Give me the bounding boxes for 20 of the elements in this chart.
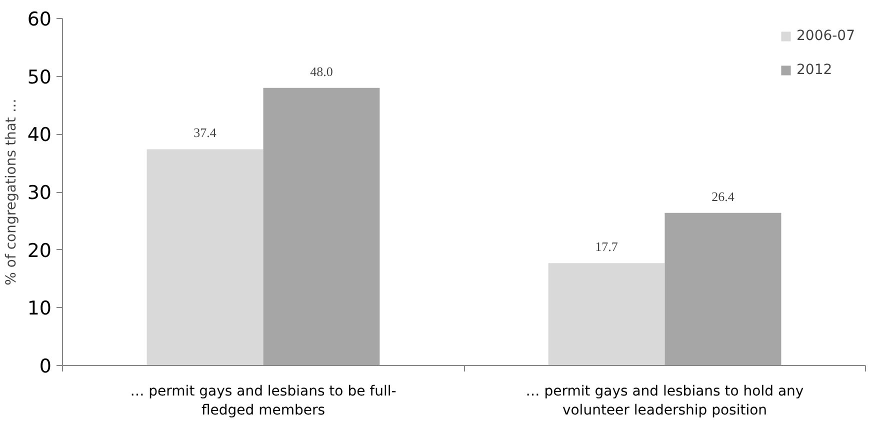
bar (146, 149, 264, 366)
y-tick-label: 0 (39, 356, 52, 378)
bar (664, 212, 782, 366)
legend-label: 2006-07 (796, 28, 855, 44)
y-tick-label: 40 (27, 124, 52, 146)
legend-label: 2012 (796, 62, 832, 78)
data-label: 37.4 (194, 125, 217, 140)
data-label: 26.4 (712, 188, 735, 204)
bar (263, 88, 380, 366)
x-tick-label: … permit gays and lesbians to hold any volunteer leadership position (526, 384, 804, 419)
y-tick-label: 50 (27, 66, 52, 88)
data-label: 48.0 (310, 64, 333, 79)
data-label: 17.7 (595, 239, 618, 254)
y-tick-label: 20 (27, 240, 52, 262)
bar (548, 263, 665, 366)
x-tick-label: … permit gays and lesbians to be full-fledged members (130, 384, 396, 419)
y-axis-title: % of congregations that … (3, 98, 20, 286)
y-tick-label: 60 (27, 8, 52, 30)
y-tick-label: 10 (27, 298, 52, 320)
y-tick-label: 30 (27, 182, 52, 204)
